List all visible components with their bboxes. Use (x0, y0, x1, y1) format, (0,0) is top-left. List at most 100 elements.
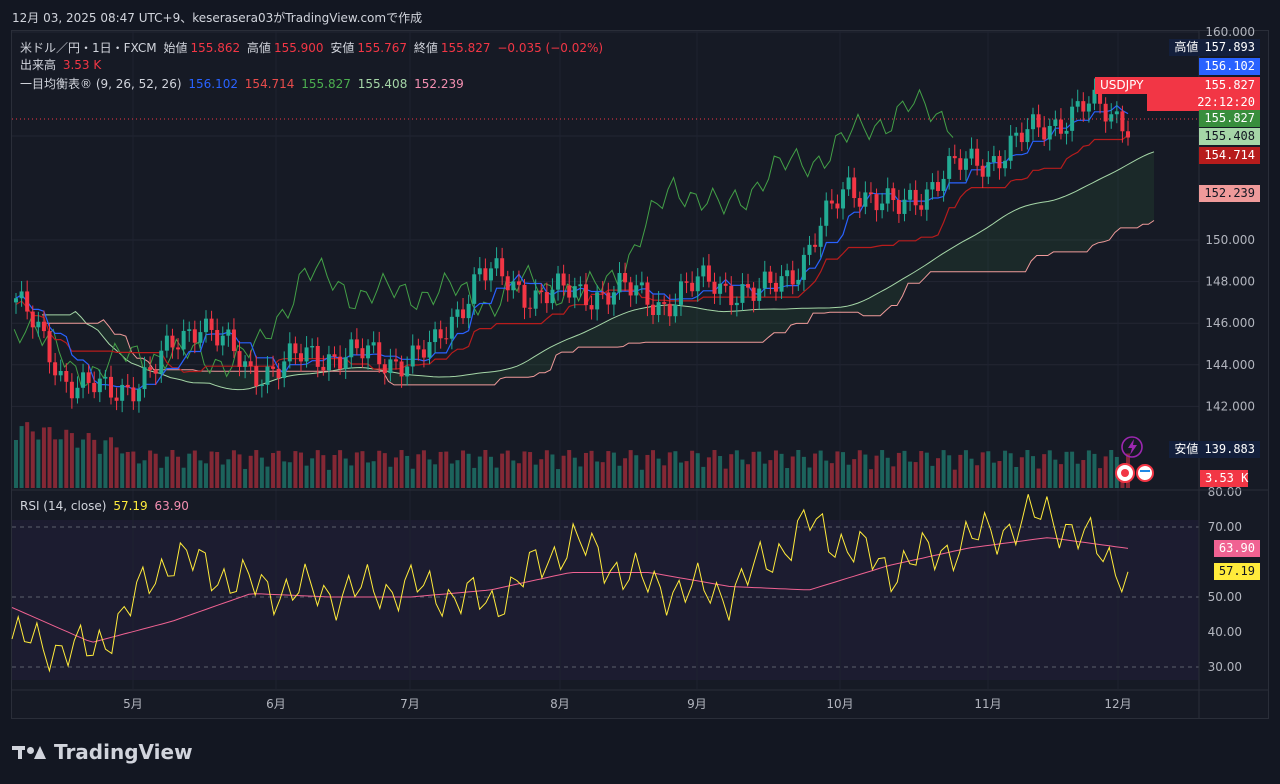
price-tick-label[interactable]: 148.000 (1205, 275, 1255, 289)
month-tick-label[interactable]: 12月 (1104, 697, 1131, 711)
volume-bar (461, 450, 466, 488)
volume-bar (891, 466, 896, 488)
rsi-tick-label[interactable]: 70.00 (1208, 520, 1242, 534)
alert-icons[interactable] (1115, 436, 1154, 483)
volume-bar (19, 426, 24, 488)
price-tick-label[interactable]: 150.000 (1205, 233, 1255, 247)
candle-body (1103, 103, 1108, 122)
candle-body (36, 321, 41, 328)
candle-body (1053, 119, 1058, 126)
footer-logo[interactable]: TradingView (12, 740, 193, 764)
volume-bar (835, 451, 840, 488)
candle-body (483, 268, 488, 281)
candle-body (1042, 127, 1047, 140)
month-tick-label[interactable]: 9月 (687, 697, 707, 711)
price-tick-label[interactable]: 160.000 (1205, 25, 1255, 39)
candle-body (958, 158, 963, 170)
volume-bar (326, 469, 331, 488)
volume-bar (282, 461, 287, 488)
volume-bar (382, 453, 387, 488)
rsi-tick-label[interactable]: 40.00 (1208, 625, 1242, 639)
candle-body (963, 158, 968, 170)
candle-body (131, 387, 136, 402)
volume-bar (421, 450, 426, 488)
conversion-line (15, 104, 1129, 390)
volume-bar (813, 453, 818, 488)
lightning-icon[interactable] (1121, 436, 1143, 458)
candle-body (405, 366, 410, 377)
volume-bar (550, 454, 555, 488)
top-bar: 12月 03, 2025 08:47 UTC+9、keserasera03がTr… (0, 0, 1280, 30)
candle-body (360, 348, 365, 359)
rsi-line (11, 494, 1129, 673)
volume-bar (399, 450, 404, 488)
candle-body (321, 366, 326, 371)
price-tick-label[interactable]: 144.000 (1205, 358, 1255, 372)
volume-bar (36, 439, 41, 488)
candle-body (203, 318, 208, 333)
volume-bar (170, 450, 175, 488)
month-tick-label[interactable]: 5月 (123, 697, 143, 711)
volume-bar (371, 461, 376, 488)
candle-body (991, 156, 996, 163)
month-tick-label[interactable]: 10月 (826, 697, 853, 711)
high-label: 高値 (246, 41, 271, 55)
countdown: 22:12:20 (1197, 95, 1255, 109)
price-tick-label[interactable]: 146.000 (1205, 316, 1255, 330)
volume-bar (449, 463, 454, 488)
rsi-band-fill (12, 520, 1199, 680)
candle-body (148, 367, 153, 370)
rsi-pane (11, 494, 1129, 673)
candle-body (740, 284, 745, 303)
volume-bar (908, 461, 913, 488)
span-b-tag: 152.239 (1199, 185, 1260, 202)
candle-body (997, 156, 1002, 169)
volume-bar (114, 447, 119, 488)
candle-body (913, 189, 918, 206)
symbol-price-tag[interactable]: USDJPY 155.827 22:12:20 (1095, 77, 1260, 111)
candle-body (461, 309, 466, 319)
flag-icon[interactable] (1136, 464, 1154, 482)
candle-body (265, 366, 270, 385)
volume-bar (757, 451, 762, 488)
volume-bar (852, 459, 857, 488)
candle-body (231, 329, 236, 352)
candle-body (349, 339, 354, 358)
volume-bar (673, 451, 678, 488)
volume-bar (606, 451, 611, 488)
rsi-label[interactable]: RSI (14, close) (20, 499, 107, 513)
month-tick-label[interactable]: 6月 (266, 697, 286, 711)
candle-body (187, 329, 192, 331)
candle-body (628, 282, 633, 296)
volume-bar (991, 462, 996, 488)
candle-body (1092, 89, 1097, 104)
month-tick-label[interactable]: 7月 (400, 697, 420, 711)
volume-bar (919, 451, 924, 488)
volume-bar (366, 462, 371, 488)
month-tick-label[interactable]: 11月 (974, 697, 1001, 711)
price-tick-label[interactable]: 142.000 (1205, 399, 1255, 413)
lagging-line (13, 88, 954, 387)
rsi-tick-label[interactable]: 30.00 (1208, 660, 1242, 674)
rsi-tick-label[interactable]: 50.00 (1208, 590, 1242, 604)
volume-bar (1031, 456, 1036, 488)
candle-body (433, 329, 438, 343)
candle-body (494, 258, 499, 269)
candle-body (880, 203, 885, 211)
symbol-label[interactable]: 米ドル／円・1日・FXCM (20, 41, 157, 55)
legend-ichimoku: 一目均衡表® (9, 26, 52, 26) 156.102 154.714 1… (20, 75, 467, 92)
volume-bar (880, 450, 885, 488)
volume-bar (874, 455, 879, 488)
candle-body (589, 305, 594, 310)
ichimoku-label[interactable]: 一目均衡表® (9, 26, 52, 26) (20, 77, 182, 91)
rsi-value: 57.19 (113, 499, 148, 513)
rsi-tick-label[interactable]: 80.00 (1208, 485, 1242, 499)
volume-label[interactable]: 出来高 (20, 58, 57, 72)
last-price: 155.827 (1204, 78, 1255, 92)
rsi-ma-tag: 63.90 (1213, 540, 1260, 557)
volume-bar (807, 467, 812, 488)
candle-body (142, 367, 147, 390)
month-tick-label[interactable]: 8月 (550, 697, 570, 711)
candle-body (226, 329, 231, 336)
